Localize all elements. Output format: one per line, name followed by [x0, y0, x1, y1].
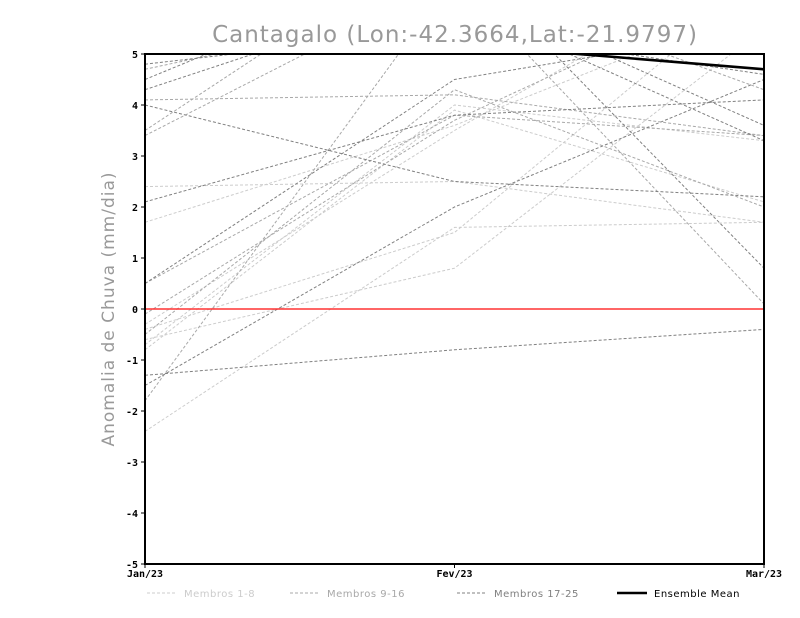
- member-line-7: [145, 54, 732, 341]
- member-line-13: [145, 54, 764, 402]
- y-tick-label: -3: [126, 458, 138, 469]
- legend-label: Membros 17-25: [494, 589, 579, 600]
- y-axis-ticks: 5 4 3 2 1 0 -1 -2 -3 -4 -5: [126, 50, 145, 571]
- y-tick-label: 5: [132, 50, 138, 61]
- legend-label: Membros 9-16: [327, 589, 405, 600]
- member-line-5: [145, 54, 672, 330]
- x-tick-label: Fev/23: [436, 569, 472, 580]
- y-tick-label: -2: [126, 407, 138, 418]
- y-tick-label: -4: [126, 509, 138, 520]
- y-tick-label: -1: [126, 356, 138, 367]
- member-line-19: [145, 54, 613, 284]
- member-line-12: [145, 54, 600, 315]
- y-tick-label: 1: [132, 254, 138, 265]
- member-line-22: [145, 54, 764, 126]
- x-tick-label: Mar/23: [746, 569, 782, 580]
- x-axis-ticks: Jan/23 Fev/23 Mar/23: [127, 564, 782, 580]
- member-line-6: [145, 221, 764, 432]
- member-line-15: [145, 89, 764, 335]
- legend-label: Membros 1-8: [184, 589, 255, 600]
- legend-label: Ensemble Mean: [654, 589, 740, 600]
- member-line-2: [145, 54, 589, 325]
- member-line-16: [145, 114, 764, 284]
- member-line-25: [145, 54, 764, 75]
- member-line-21: [145, 79, 764, 386]
- member-line-17: [145, 104, 764, 198]
- member-line-14: [145, 54, 764, 305]
- member-line-8: [145, 109, 764, 351]
- y-tick-label: 3: [132, 152, 138, 163]
- y-tick-label: 4: [132, 101, 138, 112]
- ensemble-mean-line: [562, 54, 764, 71]
- legend: Membros 1-8 Membros 9-16 Membros 17-25 Ense…: [147, 589, 740, 600]
- member-line-1: [145, 104, 764, 346]
- member-line-20: [145, 328, 764, 376]
- y-tick-label: -5: [126, 560, 138, 571]
- y-axis-label: Anomalia de Chuva (mm/dia): [99, 171, 119, 446]
- member-line-18: [145, 99, 764, 203]
- y-tick-label: 2: [132, 203, 138, 214]
- member-line-4: [145, 180, 764, 223]
- member-line-9: [145, 54, 262, 131]
- x-tick-label: Jan/23: [127, 569, 163, 580]
- plot-lines: [145, 54, 764, 432]
- y-tick-label: 0: [132, 305, 138, 316]
- chart-title: Cantagalo (Lon:-42.3664,Lat:-21.9797): [212, 22, 698, 48]
